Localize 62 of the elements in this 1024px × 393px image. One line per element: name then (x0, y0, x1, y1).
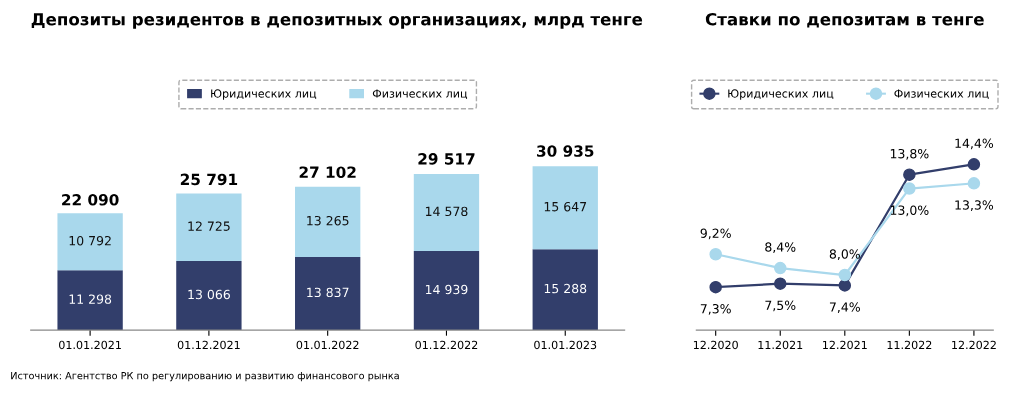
point (967, 177, 981, 190)
point (838, 279, 852, 292)
x-tick-label: 12.2022 (952, 340, 996, 350)
data-label: 12 725 (188, 221, 230, 231)
data-label: 13 066 (188, 289, 230, 300)
data-label: 14,4% (955, 138, 994, 150)
data-label: 15 288 (544, 283, 587, 294)
x-tick-label: 01.12.2021 (177, 340, 240, 350)
data-label: 14 578 (425, 206, 468, 217)
x-tick-label: 01.01.2023 (534, 340, 597, 350)
bar (413, 251, 480, 331)
bar (57, 270, 123, 331)
bar (532, 249, 598, 331)
x-tick-label: 12.2021 (823, 340, 867, 350)
data-label: 7,4% (829, 302, 860, 314)
point (709, 280, 722, 294)
legend-label: Юридических лиц (211, 89, 317, 100)
chart-title: Депозиты резидентов в депозитных организациях, млрд тенге (31, 13, 643, 29)
point (903, 168, 916, 181)
point (773, 277, 787, 290)
data-label: 13 265 (307, 215, 349, 226)
point (709, 248, 722, 261)
point (967, 158, 981, 171)
x-tick-label: 01.01.2022 (296, 340, 359, 350)
point (773, 261, 787, 275)
bar (176, 193, 242, 261)
total-label: 22 090 (62, 194, 119, 206)
bar (532, 166, 598, 250)
data-label: 13,3% (955, 200, 994, 211)
total-label: 30 935 (537, 145, 594, 157)
data-label: 15 647 (544, 201, 587, 212)
x-tick-label: 01.12.2022 (415, 340, 478, 350)
data-label: 13,8% (890, 148, 929, 160)
x-tick-label: 11.2021 (758, 340, 803, 350)
point (903, 182, 916, 195)
point (838, 268, 852, 282)
total-label: 29 517 (418, 153, 475, 165)
data-label: 7,3% (700, 304, 731, 315)
legend-label: Физических лиц (894, 89, 989, 100)
text: Источник: Агентство РК по регулированию и развитию финансового рынка (11, 372, 399, 382)
data-label: 8,0% (829, 249, 860, 260)
x-tick-label: 11.2022 (887, 340, 932, 350)
data-label: 9,2% (700, 228, 731, 240)
data-label: 10 792 (69, 235, 111, 246)
bar (176, 260, 242, 331)
x-tick-label: 12.2020 (693, 340, 738, 350)
bar (295, 186, 361, 257)
bar (413, 173, 480, 252)
legend-label: Физических лиц (372, 89, 468, 100)
data-label: 7,5% (765, 300, 796, 312)
bar (295, 256, 361, 331)
data-label: 13 837 (307, 287, 349, 298)
chart-title: Ставки по депозитам в тенге (705, 12, 984, 28)
total-label: 27 102 (299, 166, 356, 178)
data-label: 14 939 (425, 284, 468, 295)
data-label: 13,0% (890, 205, 929, 217)
x-tick-label: 01.01.2021 (59, 340, 121, 350)
data-label: 11 298 (69, 294, 112, 304)
total-label: 25 791 (180, 173, 238, 186)
data-label: 8,4% (765, 242, 796, 254)
legend-label: Юридических лиц (728, 89, 834, 100)
bar (57, 213, 123, 271)
